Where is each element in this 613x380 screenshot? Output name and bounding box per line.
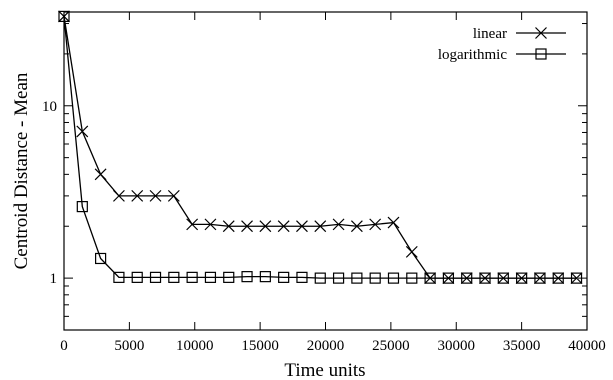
data-point-linear (259, 220, 272, 233)
data-point-logarithmic (570, 272, 583, 284)
data-point-logarithmic (223, 271, 235, 283)
data-point-linear (112, 189, 125, 202)
legend-label-linear: linear (473, 26, 507, 42)
data-point-logarithmic (461, 272, 473, 284)
legend-marker-linear (535, 27, 547, 39)
data-point-logarithmic (406, 272, 418, 284)
data-point-logarithmic (387, 272, 400, 284)
data-point-linear (149, 189, 162, 202)
data-point-logarithmic (76, 200, 88, 213)
data-point-logarithmic (332, 272, 345, 284)
data-point-logarithmic (424, 272, 436, 284)
x-tick-label: 30000 (438, 338, 476, 354)
data-point-linear (314, 220, 327, 233)
data-point-logarithmic (552, 272, 564, 284)
data-point-logarithmic (314, 272, 326, 284)
data-point-logarithmic (369, 272, 381, 284)
series-line-logarithmic (63, 16, 577, 279)
data-point-logarithmic (95, 252, 107, 265)
data-point-linear (167, 189, 180, 202)
data-point-logarithmic (479, 272, 491, 284)
x-tick-label: 0 (60, 338, 68, 354)
data-point-logarithmic (516, 272, 528, 284)
data-point-logarithmic (497, 272, 509, 284)
x-tick-label: 25000 (372, 338, 410, 354)
y-axis-ticks: 1 10 (42, 23, 587, 331)
data-point-linear (296, 220, 308, 233)
data-point-logarithmic (278, 271, 290, 283)
x-tick-label: 40000 (568, 338, 606, 354)
x-tick-label: 20000 (307, 338, 345, 354)
data-point-logarithmic (168, 271, 180, 283)
series-layer (58, 10, 583, 285)
data-point-linear (241, 220, 253, 233)
data-point-logarithmic (534, 272, 546, 284)
data-point-linear (332, 218, 345, 231)
y-tick-label: 1 (50, 271, 58, 287)
data-point-linear (405, 245, 418, 258)
data-point-logarithmic (296, 271, 308, 283)
data-point-logarithmic (131, 271, 143, 283)
legend-marker-logarithmic (535, 48, 547, 60)
data-point-logarithmic (113, 271, 125, 283)
data-point-logarithmic (442, 272, 455, 284)
x-tick-label: 5000 (114, 338, 144, 354)
x-axis-ticks: 0 5000 10000 15000 20000 25000 30000 35000 40000 (60, 12, 606, 354)
data-point-linear (222, 220, 235, 233)
data-point-linear (76, 125, 89, 138)
data-point-linear (131, 189, 144, 202)
plot-frame (63, 11, 588, 331)
data-point-logarithmic (259, 271, 271, 283)
y-tick-label: 10 (42, 99, 57, 115)
data-point-logarithmic (149, 271, 162, 283)
data-point-linear (186, 218, 199, 231)
data-point-logarithmic (241, 271, 253, 283)
x-tick-label: 35000 (503, 338, 541, 354)
x-tick-label: 15000 (241, 338, 279, 354)
data-point-linear (277, 220, 290, 233)
data-point-logarithmic (204, 271, 217, 283)
legend: linear logarithmic (438, 26, 566, 63)
x-tick-label: 10000 (176, 338, 214, 354)
data-point-linear (94, 168, 107, 181)
data-point-linear (204, 218, 217, 231)
legend-label-logarithmic: logarithmic (438, 47, 507, 63)
data-point-linear (387, 216, 400, 229)
x-axis-label: Time units (284, 360, 365, 380)
y-axis-label: Centroid Distance - Mean (11, 72, 32, 269)
data-point-linear (350, 220, 363, 233)
data-point-logarithmic (186, 271, 198, 283)
data-point-logarithmic (351, 272, 363, 284)
data-point-linear (369, 218, 382, 231)
